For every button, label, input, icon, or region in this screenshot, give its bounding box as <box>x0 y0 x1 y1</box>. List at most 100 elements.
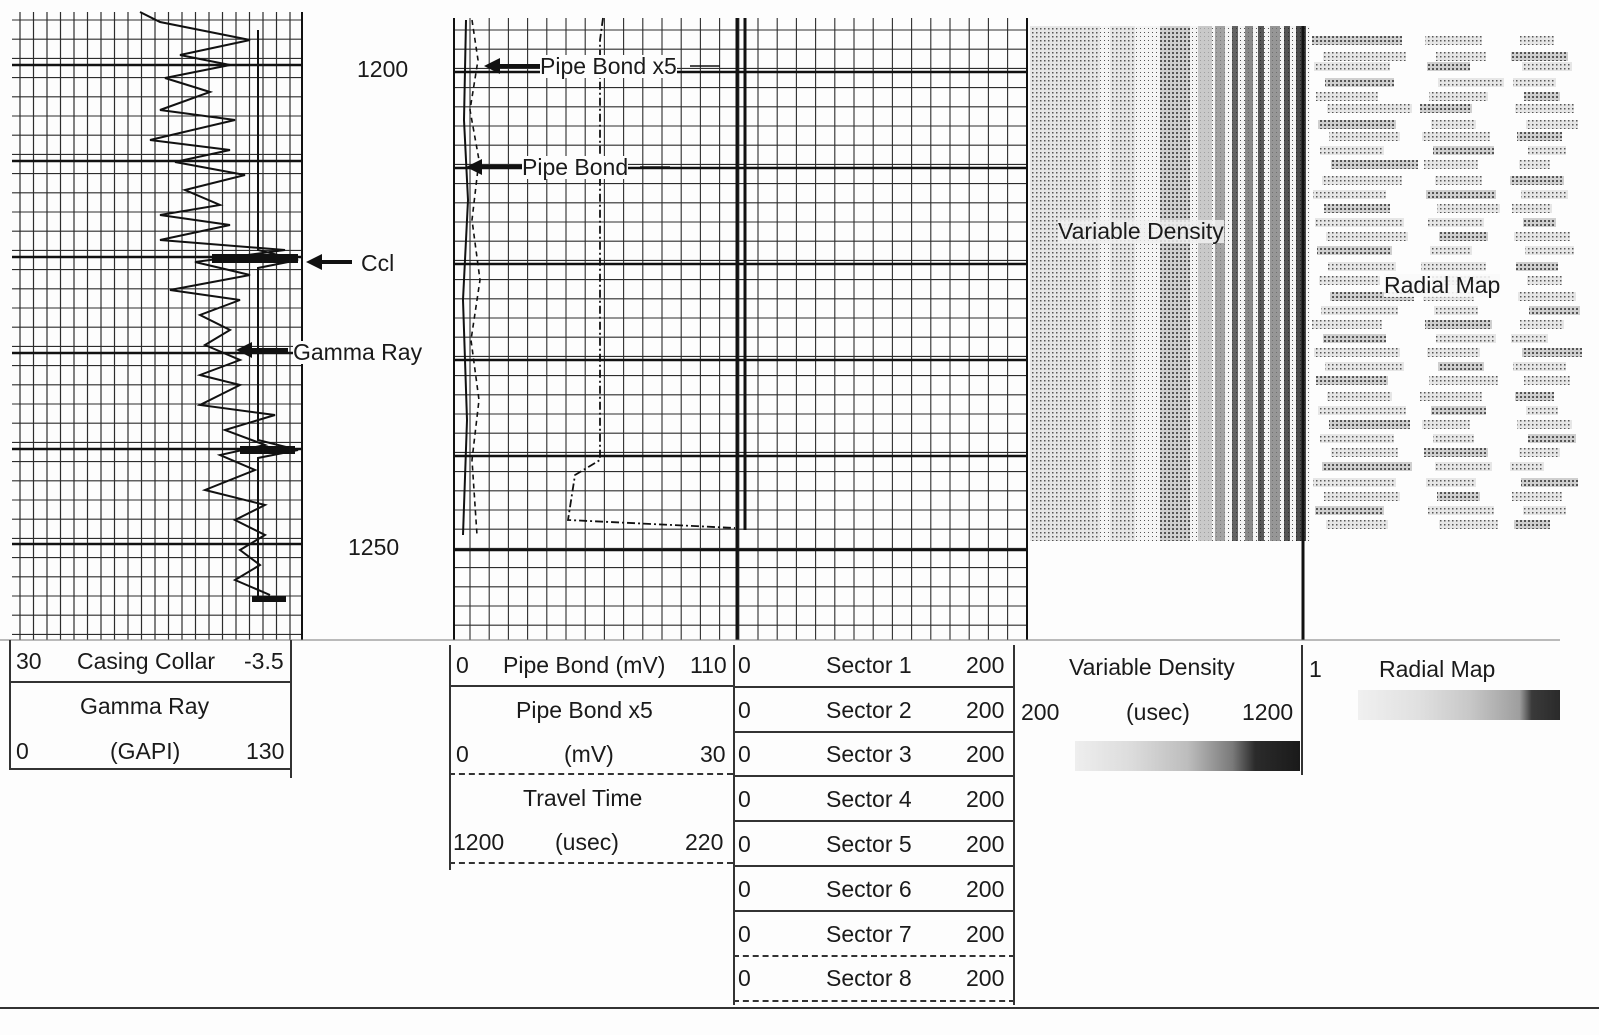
vdl-band <box>1245 26 1253 541</box>
vdl-band <box>1296 26 1306 541</box>
radial-map-cell <box>1510 176 1564 185</box>
sector-3-min: 0 <box>738 741 751 767</box>
radial-map-cell <box>1518 292 1576 301</box>
travel-time-min: 1200 <box>453 829 505 855</box>
gamma-ray-name: Gamma Ray <box>80 693 210 719</box>
radial-map-annotation: Radial Map <box>1384 272 1501 298</box>
sector-2-min: 0 <box>738 697 751 723</box>
radial-map-cell <box>1439 520 1498 529</box>
radial-map-cell <box>1328 262 1396 271</box>
radial-map-cell <box>1317 246 1392 255</box>
gamma-ray-curve <box>139 11 286 596</box>
vdl-band <box>1030 26 1100 541</box>
radial-map-cell <box>1428 218 1484 227</box>
vdl-min: 200 <box>1021 699 1060 725</box>
radial-map-cell <box>1431 406 1486 415</box>
travel-time-curve <box>566 17 736 529</box>
radial-map-cell <box>1324 204 1390 213</box>
radial-map-cell <box>1438 362 1484 371</box>
ccl-marker-bottom <box>252 596 286 602</box>
radial-map-cell <box>1314 348 1400 357</box>
radial-map-cell <box>1322 462 1412 471</box>
sector-8-min: 0 <box>738 965 751 991</box>
radial-map-cell <box>1437 492 1480 501</box>
radial-map-min: 1 <box>1309 656 1322 682</box>
radial-map-cell <box>1514 232 1570 241</box>
radial-map-cell <box>1513 78 1556 87</box>
vdl-unit: (usec) <box>1126 699 1190 725</box>
radial-map-cell <box>1312 36 1402 45</box>
radial-map-cell <box>1313 190 1386 199</box>
radial-map-cell <box>1428 506 1494 515</box>
gamma-ray-arrow-head <box>236 342 252 358</box>
radial-map-cell <box>1420 104 1472 113</box>
gamma-ray-unit: (GAPI) <box>110 738 181 764</box>
pipe-bond-x5-annotation: Pipe Bond x5 <box>540 53 677 79</box>
sector-4-min: 0 <box>738 786 751 812</box>
radial-map-cell <box>1312 320 1382 329</box>
radial-map-cell <box>1318 120 1396 129</box>
depth-label-upper: 1200 <box>357 56 409 82</box>
sector-1-max: 200 <box>966 652 1005 678</box>
vdl-band <box>1160 26 1190 541</box>
vdl-max: 1200 <box>1242 699 1294 725</box>
radial-map-cell <box>1427 62 1470 71</box>
sector-5-min: 0 <box>738 831 751 857</box>
radial-map-cell <box>1431 120 1476 129</box>
radial-map-cell <box>1438 78 1504 87</box>
radial-map-cell <box>1316 92 1378 101</box>
radial-map-cell <box>1330 292 1414 301</box>
radial-map-cell <box>1429 92 1488 101</box>
vdl-band <box>1198 26 1212 541</box>
gamma-ray-max: 130 <box>246 738 285 764</box>
pipe-bond-curve <box>461 19 470 536</box>
radial-map-cell <box>1325 78 1394 87</box>
vdl-band <box>1270 26 1280 541</box>
gamma-ray-min: 0 <box>16 738 29 764</box>
radial-map-cell <box>1521 478 1578 487</box>
radial-map-cell <box>1434 306 1478 315</box>
sector-5-name: Sector 5 <box>826 831 912 857</box>
radial-map-cell <box>1435 462 1492 471</box>
vdl-color-scale <box>1075 741 1300 771</box>
radial-map-cell <box>1524 92 1560 101</box>
radial-map-cell <box>1517 420 1572 429</box>
radial-map-cell <box>1320 434 1394 443</box>
sector-7-max: 200 <box>966 921 1005 947</box>
radial-map-cell <box>1326 232 1408 241</box>
ccl-arrow-head <box>306 254 322 270</box>
radial-map-cell <box>1525 246 1574 255</box>
radial-map-cell <box>1316 376 1388 385</box>
travel-time-max: 220 <box>685 829 724 855</box>
vdl-band <box>1284 26 1290 541</box>
radial-map-cell <box>1436 52 1486 61</box>
radial-map-cell <box>1327 104 1412 113</box>
radial-map-cell <box>1321 306 1398 315</box>
radial-map-cell <box>1318 406 1406 415</box>
radial-map-cell <box>1424 448 1488 457</box>
radial-map-cell <box>1315 506 1384 515</box>
radial-map-cell <box>1439 232 1488 241</box>
sector-2-max: 200 <box>966 697 1005 723</box>
radial-map-cell <box>1519 160 1550 169</box>
sector-1-min: 0 <box>738 652 751 678</box>
radial-map-cell <box>1511 52 1568 61</box>
travel-time-name: Travel Time <box>523 785 643 811</box>
pipe-bond-x5-max: 30 <box>700 741 726 767</box>
casing-collar-max: -3.5 <box>244 648 284 674</box>
radial-map-cell <box>1420 392 1482 401</box>
sector-8-max: 200 <box>966 965 1005 991</box>
radial-map-cell <box>1522 62 1572 71</box>
radial-map-cell <box>1331 448 1398 457</box>
sector-4-max: 200 <box>966 786 1005 812</box>
radial-map-cell <box>1319 276 1380 285</box>
vdl-band <box>1258 26 1264 541</box>
sector-3-max: 200 <box>966 741 1005 767</box>
sector-7-min: 0 <box>738 921 751 947</box>
radial-map-cell <box>1424 160 1478 169</box>
gamma-ray-annotation: Gamma Ray <box>293 339 423 365</box>
pipe-bond-x5-curve <box>469 19 481 536</box>
radial-map-cell <box>1329 132 1400 141</box>
pipe-bond-min: 0 <box>456 652 469 678</box>
